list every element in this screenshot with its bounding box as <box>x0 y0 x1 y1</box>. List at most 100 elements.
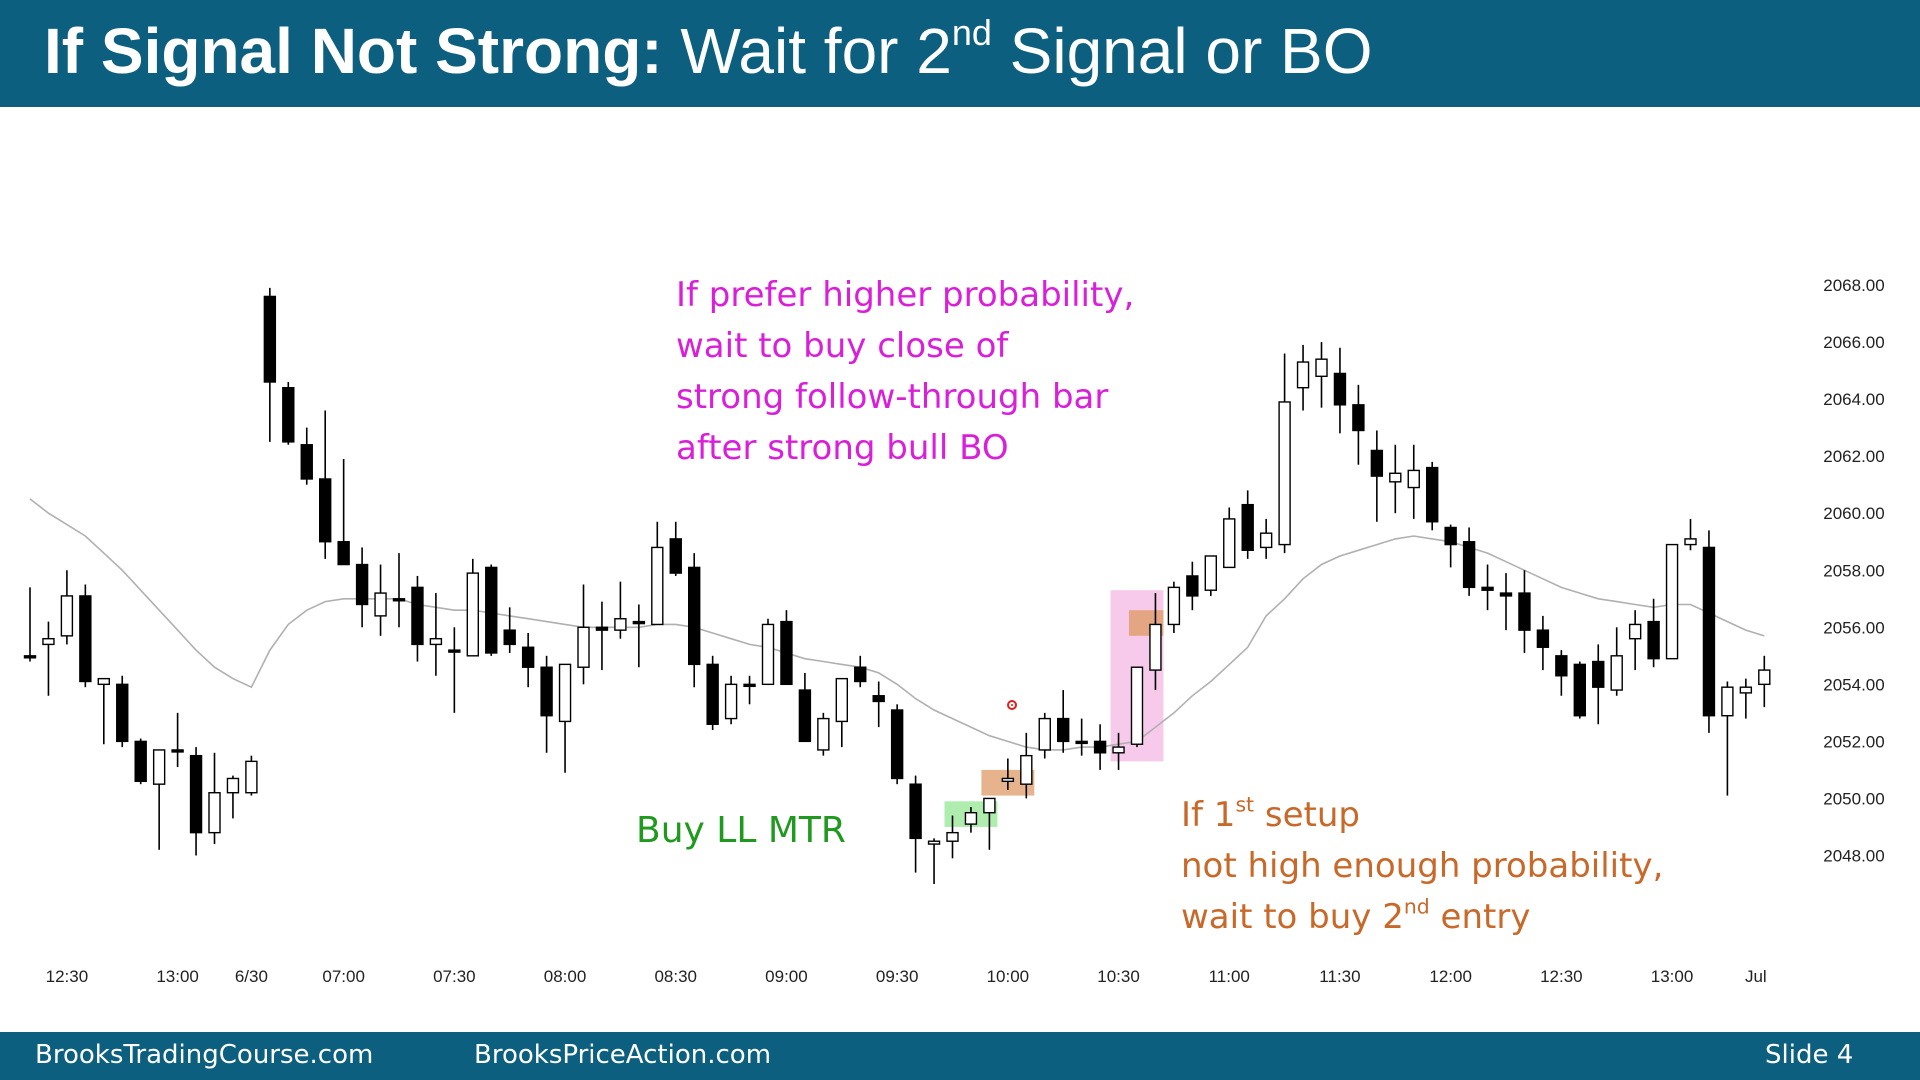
candle <box>485 564 498 656</box>
bear-candle-body <box>23 655 37 659</box>
bull-candle-body <box>1610 655 1623 691</box>
candle <box>189 747 203 856</box>
y-tick-label: 2064.00 <box>1823 390 1884 409</box>
candle <box>706 655 719 730</box>
candle <box>1370 430 1384 522</box>
candle <box>927 838 941 884</box>
y-tick-label: 2068.00 <box>1823 276 1884 295</box>
candle <box>964 806 978 833</box>
bull-candle-body <box>1223 518 1236 569</box>
bull-candle-body <box>835 677 848 723</box>
x-tick-label: 11:30 <box>1319 967 1360 986</box>
bear-candle-body <box>171 749 184 753</box>
bull-candle-body <box>42 638 55 646</box>
candle <box>1333 347 1347 434</box>
bull-candle-body <box>226 777 240 794</box>
bull-candle-body <box>1259 532 1273 549</box>
higher-probability-note: If prefer higher probability, wait to bu… <box>676 275 1135 468</box>
candle <box>1204 555 1218 596</box>
bull-candle-body <box>1001 777 1015 783</box>
candle <box>835 677 848 748</box>
candle <box>724 675 738 725</box>
candle <box>171 712 184 768</box>
candle <box>1241 490 1254 559</box>
footer-left-site[interactable]: BrooksTradingCourse.com <box>35 1040 374 1070</box>
x-tick-label: 08:00 <box>544 967 587 986</box>
bull-candle-body <box>761 623 775 686</box>
candle <box>263 287 277 442</box>
bull-candle-body <box>245 760 258 794</box>
bear-candle-body <box>1425 466 1439 523</box>
y-tick-label: 2048.00 <box>1823 846 1884 865</box>
candle <box>761 618 775 686</box>
bull-candle-body <box>1665 543 1679 660</box>
candle <box>116 675 129 748</box>
bear-candle-body <box>872 695 885 703</box>
candle <box>1038 712 1051 759</box>
x-tick-label: 07:00 <box>322 967 365 986</box>
candle <box>669 521 682 576</box>
y-tick-label: 2060.00 <box>1823 504 1884 523</box>
bear-candle-body <box>319 478 332 543</box>
bear-candle-body <box>392 598 406 602</box>
title-rest-b: Signal or BO <box>991 15 1373 87</box>
bull-candle-body <box>946 831 959 842</box>
slide-header: If Signal Not Strong: Wait for 2nd Signa… <box>0 0 1920 107</box>
candle <box>1112 732 1125 770</box>
candle <box>1481 564 1494 611</box>
footer-center-site[interactable]: BrooksPriceAction.com <box>474 1040 772 1070</box>
bear-candle-body <box>890 709 904 780</box>
y-tick-label: 2066.00 <box>1823 333 1884 352</box>
candle <box>1259 518 1273 559</box>
candle <box>595 601 609 671</box>
bull-candle-body <box>1278 401 1291 546</box>
bear-candle-body <box>1555 655 1568 677</box>
candle <box>411 575 424 662</box>
bull-candle-body <box>651 546 664 626</box>
bull-candle-body <box>1758 669 1771 686</box>
candle <box>448 627 461 713</box>
title-rest-a: Wait for 2 <box>680 15 952 87</box>
bear-candle-body <box>669 538 682 574</box>
bull-candle-body <box>1721 686 1734 717</box>
candle <box>780 610 793 686</box>
y-tick-label: 2052.00 <box>1823 732 1884 751</box>
candle <box>1223 507 1236 569</box>
x-tick-label: 09:30 <box>876 967 919 986</box>
bull-candle-body <box>724 683 738 720</box>
candle <box>23 587 37 662</box>
bear-candle-body <box>79 595 92 683</box>
title-bold: If Signal Not Strong: <box>44 15 663 87</box>
candle <box>577 584 590 685</box>
bear-candle-body <box>116 683 129 743</box>
candle <box>872 681 885 728</box>
bear-candle-body <box>1333 372 1347 406</box>
candle <box>42 621 55 696</box>
y-tick-label: 2058.00 <box>1823 561 1884 580</box>
candle <box>1684 518 1697 551</box>
bear-candle-body <box>1499 592 1513 597</box>
candle <box>1425 461 1439 531</box>
bear-candle-body <box>355 563 369 606</box>
candle <box>1278 353 1291 554</box>
candle <box>688 553 701 688</box>
bear-candle-body <box>1592 660 1605 688</box>
candle <box>558 663 572 773</box>
bear-candle-body <box>282 387 295 443</box>
candle <box>817 712 830 756</box>
candle <box>1130 666 1144 748</box>
bull-candle-body <box>1038 717 1051 751</box>
bear-candle-body <box>780 620 793 686</box>
candle <box>1389 444 1402 514</box>
candle <box>1020 732 1033 799</box>
candle <box>392 553 406 628</box>
candle <box>983 797 996 850</box>
candle <box>152 749 166 850</box>
candle <box>1352 384 1365 465</box>
y-tick-label: 2056.00 <box>1823 618 1884 637</box>
second-entry-note: If 1st setup not high enough probability… <box>1181 792 1664 937</box>
candle <box>651 521 664 626</box>
title-superscript: nd <box>951 12 992 53</box>
bull-candle-body <box>1149 623 1162 671</box>
candle <box>1462 527 1476 596</box>
